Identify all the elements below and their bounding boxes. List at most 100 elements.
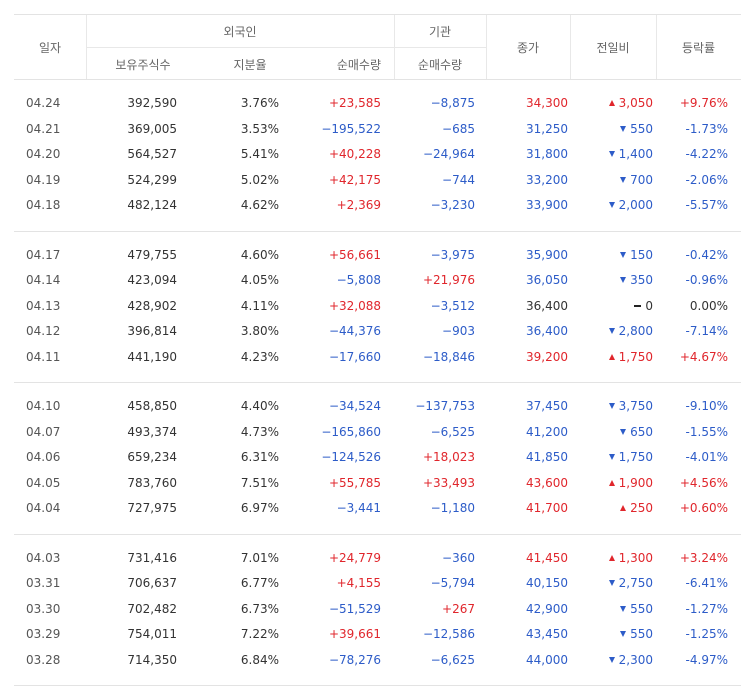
holdings-cell: 727,975: [127, 501, 177, 515]
foreign-net-cell: +2,369: [336, 198, 381, 212]
change-icon: [608, 151, 615, 157]
date-cell: 03.30: [26, 601, 61, 616]
institution-net-cell: −6,525: [430, 424, 475, 439]
change-cell: 650: [570, 420, 656, 446]
table-row: 04.05 783,760 7.51% +55,785 +33,493 43,600 1,9…: [14, 471, 741, 497]
change-value: 550: [630, 121, 653, 136]
holdings-cell: 458,850: [127, 399, 177, 413]
rate-cell: -2.06%: [685, 172, 728, 187]
date-cell: 04.07: [26, 424, 61, 439]
divider: [86, 47, 486, 48]
institution-net-cell: −6,625: [430, 652, 475, 667]
institution-net-cell: −5,794: [430, 576, 475, 590]
ratio-cell: 4.73%: [240, 424, 279, 439]
institution-net-cell: −24,964: [422, 147, 475, 161]
rate-cell: +4.67%: [679, 349, 728, 364]
change-icon: [620, 251, 627, 258]
divider: [486, 15, 487, 79]
table-row: 04.19 524,299 5.02% +42,175 −744 33,200 700 -2.…: [14, 168, 741, 194]
rate-cell: -7.14%: [685, 324, 728, 338]
ratio-cell: 6.97%: [240, 501, 279, 515]
change-cell: 2,300: [570, 648, 656, 674]
change-cell: 350: [570, 268, 656, 294]
date-cell: 04.19: [26, 172, 61, 187]
date-cell: 04.04: [26, 501, 61, 515]
date-cell: 04.13: [26, 298, 61, 313]
institution-net-cell: −903: [442, 324, 475, 338]
change-value: 1,900: [618, 475, 653, 490]
close-cell: 36,050: [526, 273, 568, 287]
change-icon: [608, 554, 615, 561]
holdings-cell: 428,902: [127, 298, 177, 313]
change-value: 0: [645, 298, 653, 313]
holdings-cell: 731,416: [127, 550, 177, 565]
close-cell: 43,450: [526, 627, 568, 641]
foreign-net-cell: −3,441: [336, 501, 381, 515]
date-cell: 04.11: [26, 349, 61, 364]
change-icon: [634, 304, 642, 307]
change-value: 3,750: [618, 399, 653, 413]
row-group: 04.03 731,416 7.01% +24,779 −360 41,450 1,300 +…: [14, 535, 741, 686]
close-cell: 36,400: [526, 298, 568, 313]
table-row: 04.17 479,755 4.60% +56,661 −3,975 35,900 150 -…: [14, 243, 741, 269]
change-icon: [620, 505, 627, 511]
change-cell: 700: [570, 168, 656, 194]
date-cell: 04.10: [26, 399, 61, 413]
holdings-cell: 706,637: [127, 576, 177, 590]
close-cell: 31,250: [526, 121, 568, 136]
foreign-net-cell: +39,661: [328, 627, 381, 641]
institution-net-cell: −685: [442, 121, 475, 136]
ratio-cell: 6.73%: [240, 601, 279, 616]
table-row: 04.21 369,005 3.53% −195,522 −685 31,250 550 -1…: [14, 117, 741, 143]
ratio-cell: 4.23%: [240, 349, 279, 364]
rate-cell: +0.60%: [679, 501, 728, 515]
change-cell: 1,400: [570, 142, 656, 168]
change-value: 550: [630, 627, 653, 641]
row-group: 04.24 392,590 3.76% +23,585 −8,875 34,300 3,05…: [14, 80, 741, 232]
table-row: 04.12 396,814 3.80% −44,376 −903 36,400 2,800 -…: [14, 319, 741, 345]
rate-cell: -1.55%: [685, 424, 728, 439]
header-cell: 보유주식수: [115, 57, 171, 72]
change-icon: [620, 605, 627, 612]
ratio-cell: 6.77%: [240, 576, 279, 590]
close-cell: 41,450: [526, 550, 568, 565]
foreign-net-cell: −51,529: [328, 601, 381, 616]
change-icon: [620, 176, 627, 183]
close-cell: 39,200: [526, 349, 568, 364]
rate-cell: +3.24%: [679, 550, 728, 565]
table-row: 04.07 493,374 4.73% −165,860 −6,525 41,200 650…: [14, 420, 741, 446]
institution-net-cell: −3,230: [430, 198, 475, 212]
ratio-cell: 6.84%: [240, 652, 279, 667]
holdings-cell: 369,005: [127, 121, 177, 136]
foreign-net-cell: +56,661: [328, 247, 381, 262]
change-cell: 3,050: [570, 91, 656, 117]
close-cell: 42,900: [526, 601, 568, 616]
institution-net-cell: −3,975: [430, 247, 475, 262]
institution-net-cell: +267: [442, 601, 475, 616]
holdings-cell: 754,011: [127, 627, 177, 641]
foreign-net-cell: +40,228: [328, 147, 381, 161]
header-cell: 순매수량: [417, 57, 463, 72]
table-row: 04.03 731,416 7.01% +24,779 −360 41,450 1,300 +…: [14, 546, 741, 572]
rate-cell: -4.97%: [685, 652, 728, 667]
ratio-cell: 5.41%: [240, 147, 279, 161]
change-value: 1,400: [618, 147, 653, 161]
change-icon: [608, 202, 615, 208]
ratio-cell: 5.02%: [240, 172, 279, 187]
holdings-cell: 714,350: [127, 652, 177, 667]
change-cell: 1,750: [570, 445, 656, 471]
rate-cell: -1.73%: [685, 121, 728, 136]
close-cell: 43,600: [526, 475, 568, 490]
change-icon: [620, 631, 627, 637]
header-cell: 기관: [428, 24, 452, 39]
institution-net-cell: −360: [442, 550, 475, 565]
holdings-cell: 493,374: [127, 424, 177, 439]
close-cell: 40,150: [526, 576, 568, 590]
ratio-cell: 3.80%: [240, 324, 279, 338]
ratio-cell: 6.31%: [240, 450, 279, 464]
holdings-cell: 783,760: [127, 475, 177, 490]
change-cell: 550: [570, 622, 656, 648]
foreign-net-cell: +23,585: [328, 96, 381, 110]
change-cell: 250: [570, 496, 656, 522]
